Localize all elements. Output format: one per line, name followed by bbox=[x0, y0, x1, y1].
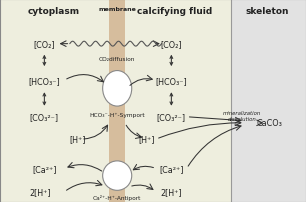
Text: [CO₃²⁻]: [CO₃²⁻] bbox=[30, 113, 59, 122]
Bar bbox=[231, 0, 306, 202]
Text: cytoplasm: cytoplasm bbox=[28, 7, 80, 16]
Ellipse shape bbox=[103, 161, 132, 190]
Text: membrane: membrane bbox=[98, 7, 136, 12]
Text: [CO₂]: [CO₂] bbox=[161, 40, 182, 49]
Ellipse shape bbox=[103, 71, 132, 107]
Text: calcifying fluid: calcifying fluid bbox=[137, 7, 212, 16]
Text: [H⁺]: [H⁺] bbox=[70, 135, 86, 144]
Text: [Ca²⁺]: [Ca²⁺] bbox=[159, 164, 184, 173]
Text: skeleton: skeleton bbox=[246, 7, 289, 16]
Text: [HCO₃⁻]: [HCO₃⁻] bbox=[28, 76, 60, 85]
Text: [CO₃²⁻]: [CO₃²⁻] bbox=[157, 113, 186, 122]
Text: [CO₂]: [CO₂] bbox=[34, 40, 55, 49]
Text: mineralization
dissolution: mineralization dissolution bbox=[223, 110, 261, 121]
Text: CaCO₃: CaCO₃ bbox=[256, 119, 282, 128]
Text: [H⁺]: [H⁺] bbox=[139, 135, 155, 144]
Bar bbox=[109, 0, 125, 202]
Bar bbox=[0, 0, 231, 202]
Text: 2[H⁺]: 2[H⁺] bbox=[161, 187, 182, 196]
Text: HCO₃⁻-H⁺-Symport: HCO₃⁻-H⁺-Symport bbox=[89, 112, 145, 117]
Text: [HCO₃⁻]: [HCO₃⁻] bbox=[155, 76, 187, 85]
Text: [Ca²⁺]: [Ca²⁺] bbox=[32, 164, 57, 173]
Text: 2[H⁺]: 2[H⁺] bbox=[29, 187, 50, 196]
Text: CO₂diffusion: CO₂diffusion bbox=[99, 57, 135, 62]
Text: Ca²⁺-H⁺-Antiport: Ca²⁺-H⁺-Antiport bbox=[93, 194, 141, 200]
